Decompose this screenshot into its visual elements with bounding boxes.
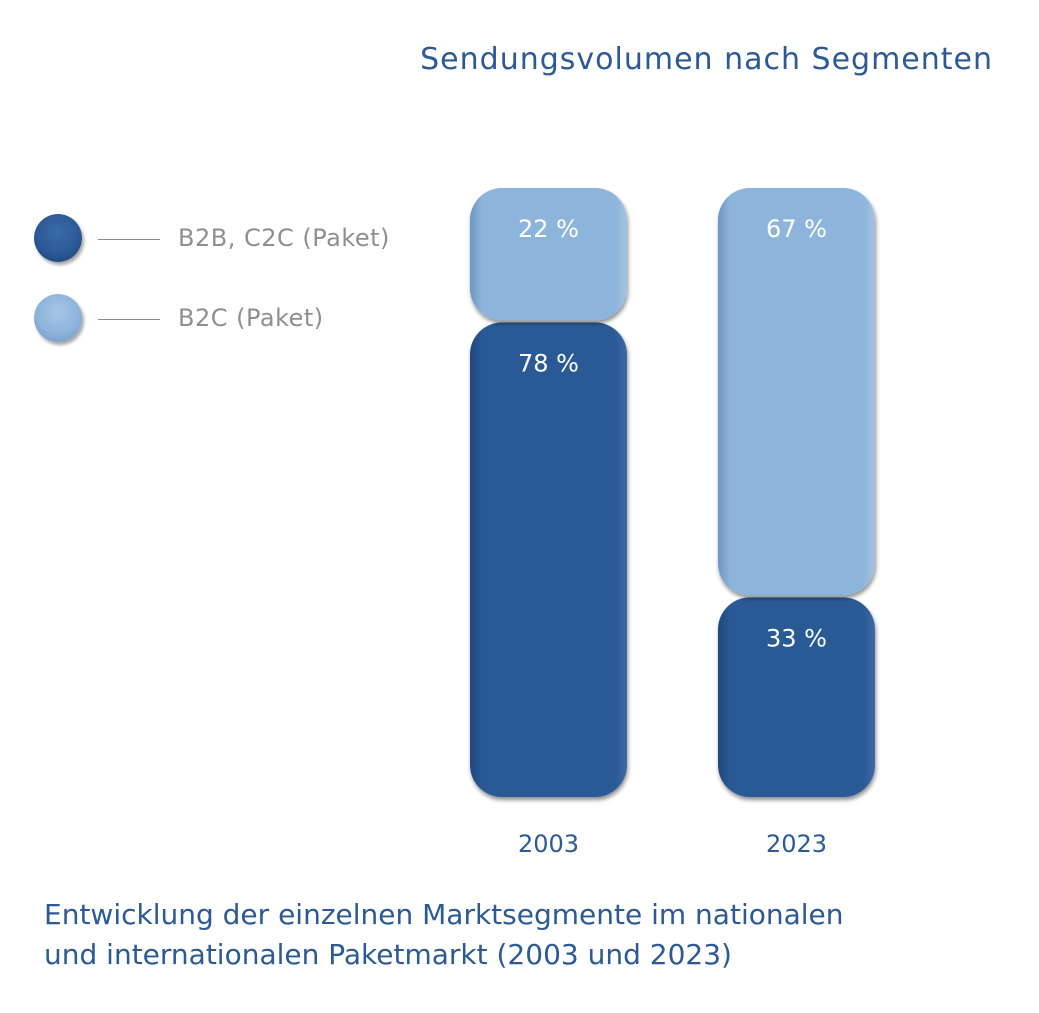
- data-label-b2b-c2c-2003: 78 %: [518, 349, 579, 377]
- legend-label-b2b-c2c: B2B, C2C (Paket): [178, 224, 390, 252]
- legend-swatch-dark-blue: [34, 214, 82, 262]
- category-label-2003: 2003: [518, 830, 579, 858]
- bar-b2b-c2c-2023: [718, 597, 875, 797]
- data-label-b2c-2023: 67 %: [766, 215, 827, 243]
- legend-connector-line: [98, 239, 160, 240]
- bar-b2b-c2c-2003: [470, 322, 627, 797]
- legend-item-b2c: B2C (Paket): [34, 294, 454, 342]
- data-label-b2c-2003: 22 %: [518, 215, 579, 243]
- bar-b2c-2023: [718, 188, 875, 596]
- bar-group: 78 % 22 % 2003 33 % 67 % 2023: [470, 188, 875, 858]
- chart-title: Sendungsvolumen nach Segmenten: [420, 42, 993, 77]
- bar-b2c-2003: [470, 188, 627, 321]
- legend-item-b2b-c2c: B2B, C2C (Paket): [34, 214, 454, 262]
- chart-legend: B2B, C2C (Paket) B2C (Paket): [34, 214, 454, 374]
- legend-connector-line: [98, 319, 160, 320]
- data-label-b2b-c2c-2023: 33 %: [766, 624, 827, 652]
- category-label-2023: 2023: [766, 830, 827, 858]
- legend-swatch-light-blue: [34, 294, 82, 342]
- chart-caption: Entwicklung der einzelnen Marktsegmente …: [44, 898, 844, 971]
- legend-label-b2c: B2C (Paket): [178, 304, 324, 332]
